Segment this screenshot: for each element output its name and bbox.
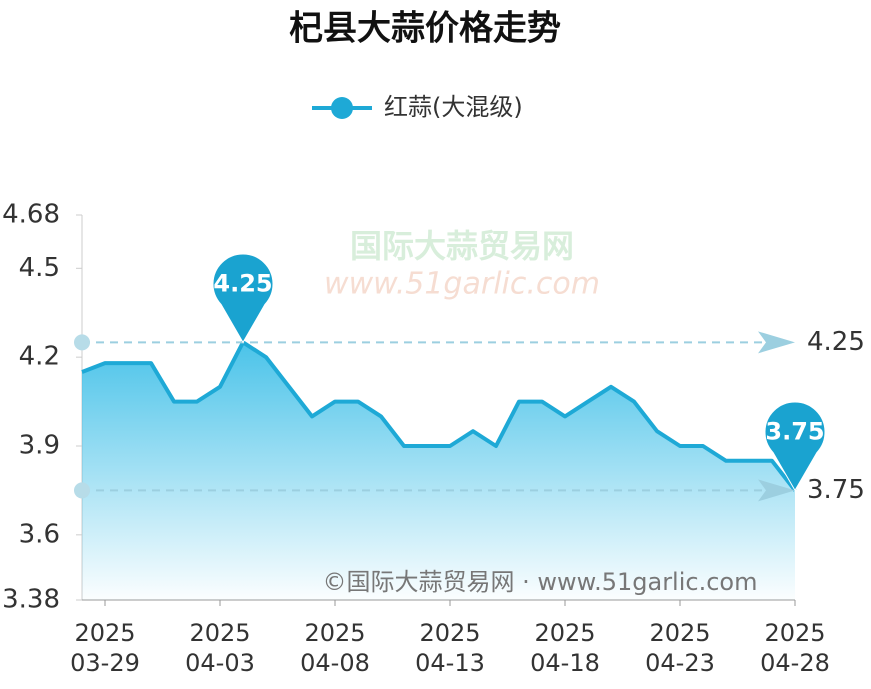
x-tick-label: 2025 04-03 <box>185 619 255 677</box>
watermark: 国际大蒜贸易网 <box>350 227 574 265</box>
mark-point-pin <box>764 401 826 492</box>
x-tick-label: 2025 04-23 <box>645 619 715 677</box>
mark-line-label: 4.25 <box>807 327 865 357</box>
mark-line-start <box>74 334 90 351</box>
watermark: www.51garlic.com <box>324 267 600 302</box>
x-tick-label: 2025 03-29 <box>70 619 140 677</box>
mark-point-label: 3.75 <box>765 417 824 445</box>
area <box>82 342 795 600</box>
chart-title: 杞县大蒜价格走势 <box>289 9 561 49</box>
line <box>81 340 797 492</box>
legend-marker <box>331 97 353 119</box>
legend-label: 红蒜(大混级) <box>384 93 523 121</box>
y-tick-label: 3.38 <box>2 585 60 615</box>
watermark: ©国际大蒜贸易网 · www.51garlic.com <box>323 568 758 596</box>
x-tick-label: 2025 04-28 <box>760 619 830 677</box>
y-tick-label: 3.9 <box>19 431 60 461</box>
mark-line-arrow <box>758 331 795 354</box>
mark-line-arrow <box>758 479 795 502</box>
y-tick-label: 4.5 <box>19 253 60 283</box>
x-tick-label: 2025 04-08 <box>300 619 370 677</box>
mark-point-label: 4.25 <box>213 269 272 297</box>
mark-point-pin <box>212 253 274 344</box>
x-tick-label: 2025 04-13 <box>415 619 485 677</box>
y-tick-label: 4.2 <box>19 342 60 372</box>
mark-line-start <box>74 482 90 499</box>
y-tick-label: 4.68 <box>2 200 60 230</box>
y-tick-label: 3.6 <box>19 519 60 549</box>
x-tick-label: 2025 04-18 <box>530 619 600 677</box>
mark-line-label: 3.75 <box>807 475 865 505</box>
